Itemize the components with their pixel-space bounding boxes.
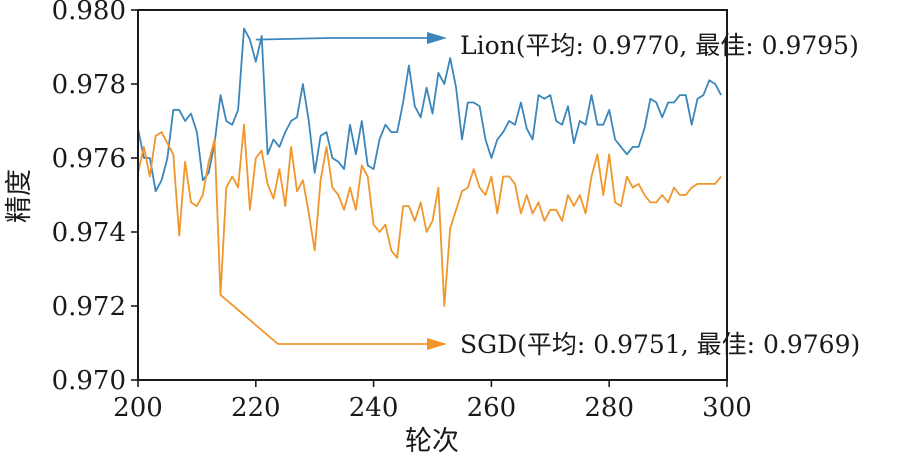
y-tick-label: 0.978 — [52, 70, 126, 100]
y-axis-title: 精度 — [4, 169, 35, 223]
annotation-lion-label: Lion(平均: 0.9770, 最佳: 0.9795) — [460, 31, 859, 60]
x-tick-group: 200 220 240 260 280 300 — [113, 380, 752, 423]
annotation-lion-leader — [255, 37, 433, 41]
y-tick-label: 0.980 — [52, 0, 126, 26]
x-tick-label: 300 — [702, 393, 752, 423]
annotation-lion: Lion(平均: 0.9770, 最佳: 0.9795) — [255, 31, 859, 60]
x-tick-label: 240 — [349, 393, 399, 423]
annotation-sgd: SGD(平均: 0.9751, 最佳: 0.9769) — [219, 294, 860, 359]
y-tick-label: 0.976 — [52, 144, 126, 174]
series-line-sgd — [137, 123, 722, 307]
x-tick-label: 220 — [231, 393, 281, 423]
x-tick-label: 260 — [467, 393, 517, 423]
x-tick-label: 200 — [113, 393, 163, 423]
plot-frame — [137, 9, 728, 381]
annotation-sgd-arrowhead — [427, 338, 447, 350]
series-line-lion — [137, 27, 722, 193]
series-group — [137, 27, 722, 307]
y-tick-group: 0.970 0.972 0.974 0.976 0.978 0.980 — [52, 0, 138, 396]
annotation-sgd-leader — [219, 294, 433, 345]
x-axis-title: 轮次 — [405, 426, 459, 455]
y-tick-label: 0.972 — [52, 292, 126, 322]
x-tick-label: 280 — [584, 393, 634, 423]
annotation-sgd-label: SGD(平均: 0.9751, 最佳: 0.9769) — [460, 330, 860, 359]
annotation-lion-arrowhead — [427, 32, 447, 44]
y-tick-label: 0.970 — [52, 366, 126, 396]
y-tick-label: 0.974 — [52, 218, 126, 248]
